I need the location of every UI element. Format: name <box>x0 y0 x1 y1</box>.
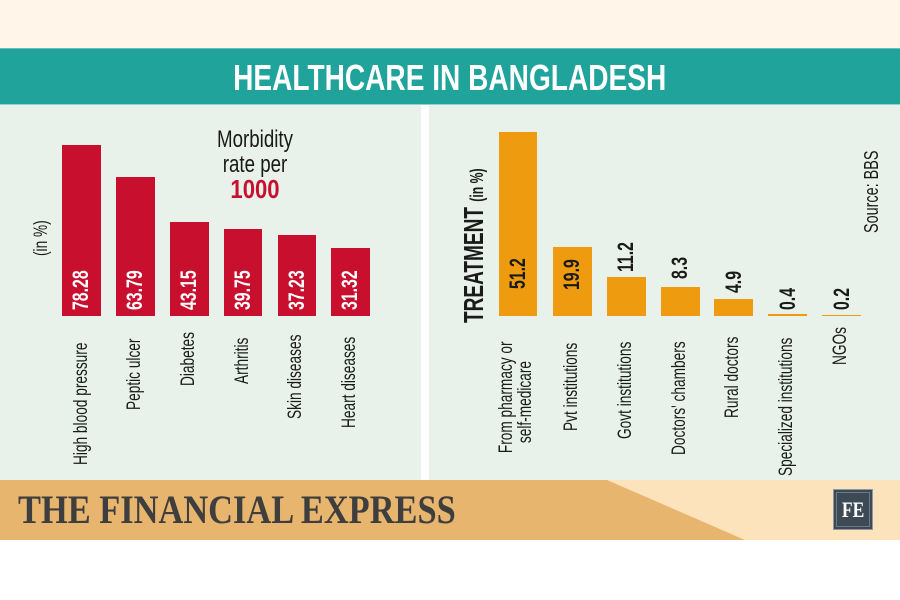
footer-diagonal-shape <box>0 480 745 540</box>
category-label-specialized-institutions: Specialized institutions <box>776 337 797 476</box>
brand-wordmark: THE FINANCIAL EXPRESS <box>18 487 456 532</box>
value-label: 63.79 <box>122 270 147 310</box>
category-label-doctors-chambers: Doctors' chambers <box>669 341 690 455</box>
fe-logo-icon: FE <box>833 489 873 530</box>
bar-arthritis <box>224 229 262 316</box>
treatment-unit-label: (in %) <box>467 168 487 202</box>
value-label: 39.75 <box>230 270 255 310</box>
left-unit-label: (in %) <box>31 220 52 256</box>
bar-pvt-institutions <box>553 247 592 316</box>
category-label-arthritis: Arthritis <box>232 337 253 384</box>
category-label-govt-institutions: Govt institutions <box>615 341 636 439</box>
value-label: 51.2 <box>505 258 530 289</box>
page-title: HEALTHCARE IN BANGLADESH <box>0 49 900 106</box>
category-label-peptic-ulcer: Peptic ulcer <box>124 338 145 410</box>
bar-skin-diseases <box>278 235 316 316</box>
treatment-title: TREATMENT (in %) <box>458 96 490 323</box>
treatment-title-text: TREATMENT <box>458 207 489 323</box>
bar-specialized-institutions <box>768 314 807 316</box>
value-label: 4.9 <box>721 270 746 293</box>
subtitle-number: 1000 <box>230 174 280 204</box>
bar-diabetes <box>170 222 209 316</box>
bar-doctors-chambers <box>661 287 700 316</box>
category-label-diabetes: Diabetes <box>178 332 199 386</box>
value-label: 43.15 <box>176 270 201 310</box>
value-label: 19.9 <box>559 259 584 290</box>
value-label: 8.3 <box>667 256 692 279</box>
title-bar: HEALTHCARE IN BANGLADESH <box>0 48 900 105</box>
source-label: Source: BBS <box>861 150 883 233</box>
bar-heart-diseases <box>331 248 370 316</box>
category-label-pvt-institutions: Pvt institutions <box>561 342 582 431</box>
category-label-high-blood-pressure: High blood pressure <box>71 342 92 465</box>
panel-divider <box>421 105 429 480</box>
bar-rural-doctors <box>714 299 753 316</box>
fe-logo-text: FE <box>841 497 865 522</box>
category-label-ngos: NGOs <box>830 326 851 365</box>
bar-peptic-ulcer <box>116 177 155 316</box>
category-label-rural-doctors: Rural doctors <box>722 336 743 418</box>
morbidity-subtitle: Morbidity rate per 1000 <box>200 127 310 202</box>
page-title-text: HEALTHCARE IN BANGLADESH <box>233 57 667 98</box>
value-label: 0.2 <box>829 287 854 310</box>
subtitle-line-2: rate per <box>222 151 288 178</box>
top-margin <box>0 0 900 48</box>
footer-band <box>0 480 900 540</box>
subtitle-line-1: Morbidity <box>217 126 293 153</box>
bar-high-blood-pressure <box>62 145 101 316</box>
value-label: 11.2 <box>613 242 638 272</box>
bar-pharmacy-self-medicare <box>499 132 537 316</box>
bar-govt-institutions <box>607 277 646 316</box>
category-label-heart-diseases: Heart diseases <box>339 336 360 428</box>
bar-ngos <box>822 315 861 316</box>
category-label-pharmacy: From pharmacy or self-medicare <box>496 341 536 454</box>
category-label-skin-diseases: Skin diseases <box>285 334 306 419</box>
